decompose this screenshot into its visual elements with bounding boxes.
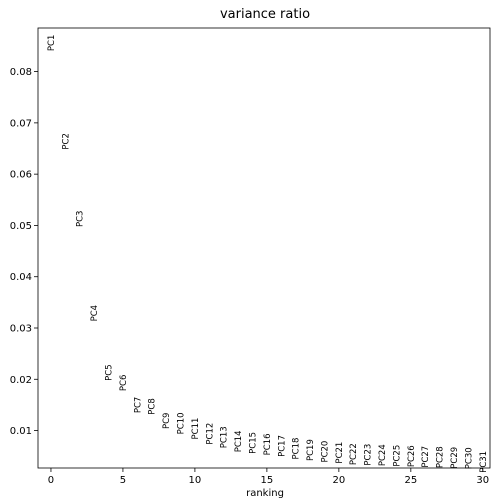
y-tick-label: 0.05 bbox=[10, 221, 32, 232]
point-label-pc9: PC9 bbox=[162, 413, 172, 429]
point-label-pc11: PC11 bbox=[191, 418, 201, 440]
point-label-pc18: PC18 bbox=[292, 438, 302, 460]
x-tick-label: 25 bbox=[404, 475, 417, 486]
point-labels: PC1 PC2 PC3 PC4 PC5 PC6 PC7 PC8 PC9 PC10 PC11 PC12 P… bbox=[47, 35, 489, 473]
point-label-pc5: PC5 bbox=[105, 364, 115, 380]
y-tick-label: 0.02 bbox=[10, 375, 32, 386]
point-label-pc7: PC7 bbox=[133, 397, 143, 413]
point-label-pc13: PC13 bbox=[220, 426, 230, 448]
y-tick-label: 0.07 bbox=[10, 118, 32, 129]
point-label-pc17: PC17 bbox=[277, 435, 287, 457]
point-label-pc12: PC12 bbox=[205, 423, 215, 445]
point-label-pc26: PC26 bbox=[407, 445, 417, 467]
point-label-pc6: PC6 bbox=[119, 375, 129, 391]
point-label-pc31: PC31 bbox=[479, 451, 489, 473]
x-axis-label: ranking bbox=[246, 488, 284, 499]
x-tick-label: 10 bbox=[189, 475, 202, 486]
point-label-pc4: PC4 bbox=[90, 305, 100, 321]
point-label-pc27: PC27 bbox=[421, 446, 431, 468]
x-axis-ticks: 0 5 10 15 20 25 30 bbox=[48, 468, 489, 486]
x-tick-label: 5 bbox=[120, 475, 126, 486]
y-tick-label: 0.01 bbox=[10, 426, 32, 437]
plot-frame bbox=[37, 27, 491, 469]
point-label-pc14: PC14 bbox=[234, 430, 244, 452]
point-label-pc16: PC16 bbox=[263, 433, 273, 455]
x-tick-label: 30 bbox=[476, 475, 489, 486]
point-label-pc15: PC15 bbox=[248, 432, 258, 454]
point-label-pc10: PC10 bbox=[177, 412, 187, 434]
point-label-pc2: PC2 bbox=[61, 133, 71, 149]
point-label-pc30: PC30 bbox=[464, 447, 474, 469]
y-tick-label: 0.04 bbox=[10, 272, 32, 283]
point-label-pc29: PC29 bbox=[450, 447, 460, 469]
y-tick-label: 0.08 bbox=[10, 67, 32, 78]
x-tick-label: 20 bbox=[332, 475, 345, 486]
point-label-pc8: PC8 bbox=[148, 398, 158, 414]
x-tick-label: 0 bbox=[48, 475, 54, 486]
point-label-pc3: PC3 bbox=[76, 211, 86, 227]
y-tick-label: 0.06 bbox=[10, 170, 32, 181]
point-label-pc25: PC25 bbox=[392, 445, 402, 467]
x-tick-label: 15 bbox=[261, 475, 274, 486]
chart-title: variance ratio bbox=[220, 7, 310, 22]
y-tick-label: 0.03 bbox=[10, 324, 32, 335]
point-label-pc1: PC1 bbox=[47, 35, 57, 51]
point-label-pc28: PC28 bbox=[436, 446, 446, 468]
point-label-pc24: PC24 bbox=[378, 444, 388, 466]
point-label-pc20: PC20 bbox=[320, 441, 330, 463]
point-label-pc19: PC19 bbox=[306, 439, 316, 461]
y-axis-ticks: 0.01 0.02 0.03 0.04 0.05 0.06 0.07 0.08 bbox=[10, 67, 38, 437]
point-label-pc22: PC22 bbox=[349, 443, 359, 465]
point-label-pc23: PC23 bbox=[364, 444, 374, 466]
point-label-pc21: PC21 bbox=[335, 442, 345, 464]
